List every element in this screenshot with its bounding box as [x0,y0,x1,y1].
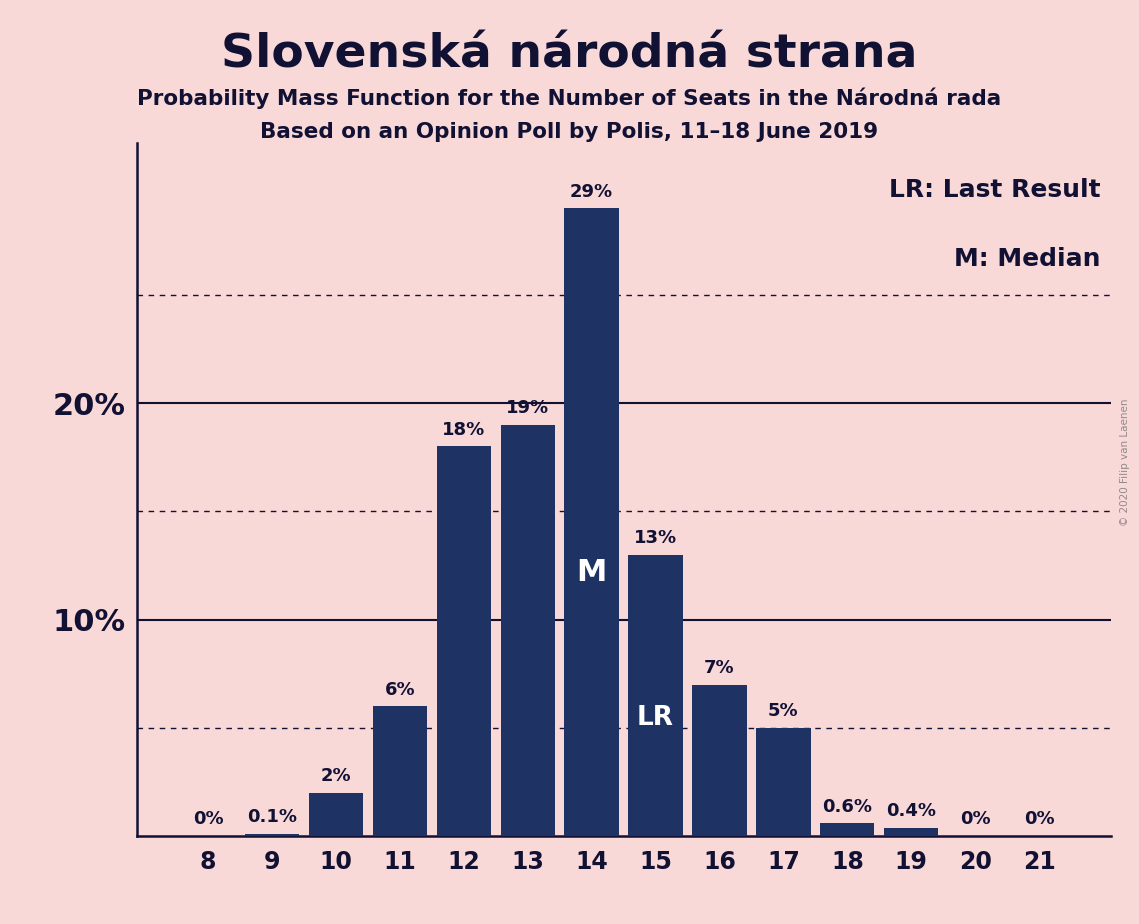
Text: 13%: 13% [634,529,677,547]
Bar [756,728,811,836]
Text: 0.1%: 0.1% [247,808,297,826]
Bar [372,706,427,836]
Text: 29%: 29% [571,183,613,201]
Text: 18%: 18% [442,420,485,439]
Text: LR: Last Result: LR: Last Result [890,177,1100,201]
Text: LR: LR [637,705,674,731]
Text: 0.6%: 0.6% [822,797,872,816]
Text: 0%: 0% [192,809,223,828]
Text: © 2020 Filip van Laenen: © 2020 Filip van Laenen [1121,398,1130,526]
Bar [629,554,682,836]
Bar [309,793,363,836]
Text: M: M [576,558,607,587]
Text: 0%: 0% [1024,809,1055,828]
Text: 7%: 7% [704,659,735,677]
Text: Slovenská národná strana: Slovenská národná strana [221,32,918,78]
Bar [500,425,555,836]
Bar [436,446,491,836]
Text: 5%: 5% [768,702,798,721]
Text: 19%: 19% [506,399,549,417]
Bar [693,685,747,836]
Text: 2%: 2% [321,767,351,785]
Text: 0%: 0% [960,809,991,828]
Text: Based on an Opinion Poll by Polis, 11–18 June 2019: Based on an Opinion Poll by Polis, 11–18… [261,122,878,142]
Text: 0.4%: 0.4% [886,802,936,820]
Bar [245,834,300,836]
Text: 6%: 6% [385,681,416,699]
Bar [884,828,939,836]
Text: M: Median: M: Median [954,248,1100,271]
Bar [565,208,618,836]
Bar [820,823,875,836]
Text: Probability Mass Function for the Number of Seats in the Národná rada: Probability Mass Function for the Number… [138,88,1001,109]
